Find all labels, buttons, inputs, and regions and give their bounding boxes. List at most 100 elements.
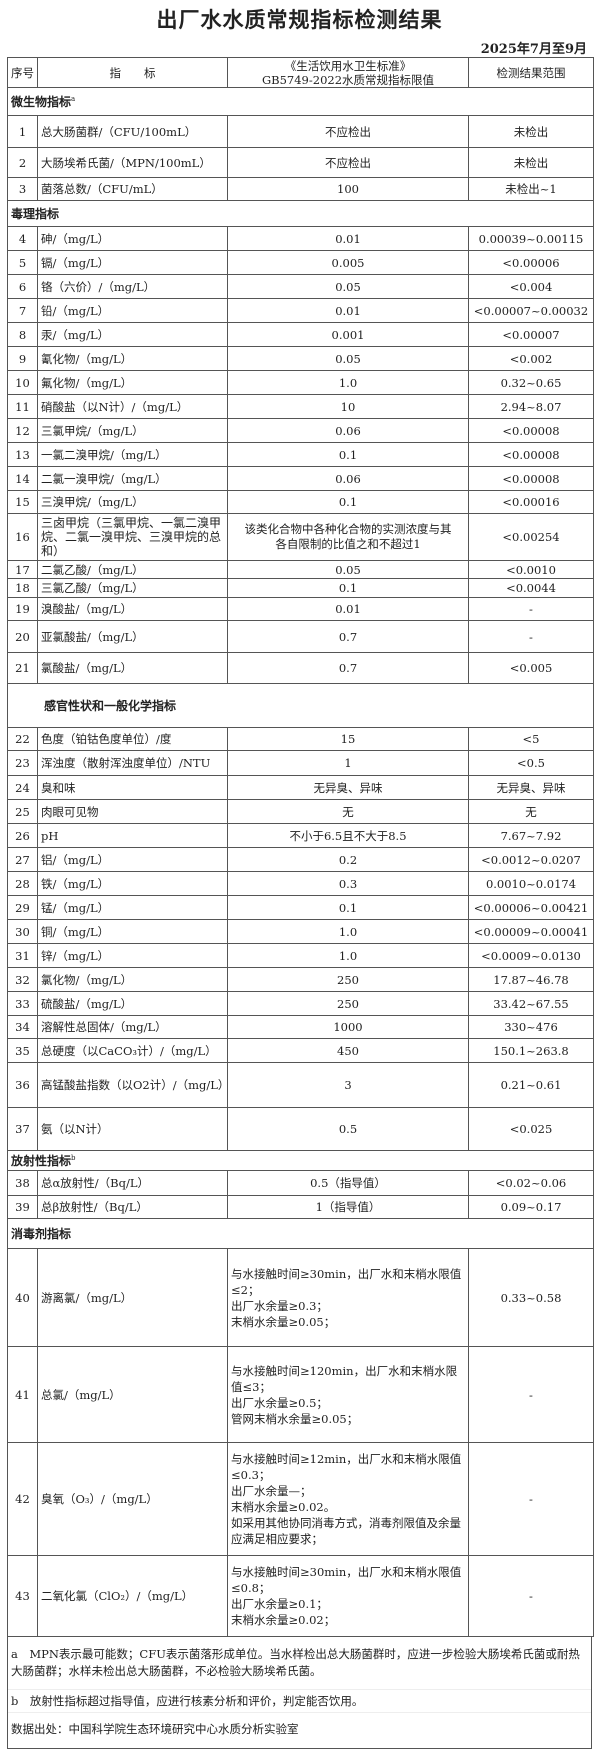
standard-limit: 不应检出 [227, 115, 469, 148]
standard-limit: 0.01 [227, 597, 469, 621]
row-number: 31 [7, 943, 38, 968]
row-number: 8 [7, 322, 38, 347]
standard-limit: 该类化合物中各种化合物的实测浓度与其 各自限制的比值之和不超过1 [227, 513, 469, 561]
result-range: 无 [468, 799, 594, 824]
limit-line: 0.01 [335, 231, 361, 246]
results-table: 序号 指 标 《生活饮用水卫生标准》 GB5749-2022水质常规指标限值 检测… [7, 57, 594, 1637]
limit-line: 0.05 [335, 351, 361, 366]
limit-line: 1000 [333, 1020, 363, 1034]
row-number: 7 [7, 298, 38, 323]
standard-limit: 0.1 [227, 895, 469, 920]
result-range: 0.00039~0.00115 [468, 226, 594, 251]
table-row: 39 总β放射性/（Bq/L） 1（指导值） 0.09~0.17 [7, 1195, 594, 1219]
result-range: - [468, 1346, 594, 1443]
data-source: 数据出处：中国科学院生态环境研究中心水质分析实验室 [11, 1722, 299, 1736]
limit-line: 450 [337, 1043, 359, 1058]
limit-line: 管网末梢水余量≥0.05； [231, 1411, 359, 1426]
limit-line: 0.7 [338, 661, 358, 675]
indicator-name: 氯酸盐/（mg/L） [37, 652, 228, 684]
header-limit: 《生活饮用水卫生标准》 GB5749-2022水质常规指标限值 [227, 57, 469, 88]
result-range: 7.67~7.92 [468, 823, 594, 848]
table-header-row: 序号 指 标 《生活饮用水卫生标准》 GB5749-2022水质常规指标限值 检测… [7, 57, 594, 88]
row-number: 15 [7, 490, 38, 514]
row-number: 43 [7, 1555, 38, 1637]
indicator-name: 游离氯/（mg/L） [37, 1248, 228, 1347]
indicator-name: 浑浊度（散射浑浊度单位）/NTU [37, 750, 228, 776]
row-number: 1 [7, 115, 38, 148]
standard-limit: 1 [227, 750, 469, 776]
limit-line: 0.3 [338, 876, 358, 891]
result-range: <0.00008 [468, 442, 594, 467]
standard-limit: 1（指导值） [227, 1195, 469, 1219]
standard-limit: 0.01 [227, 298, 469, 323]
row-number: 6 [7, 274, 38, 299]
table-row: 35 总硬度（以CaCO₃计）/（mg/L） 450 150.1~263.8 [7, 1038, 594, 1063]
table-row: 5 镉/（mg/L） 0.005 <0.00006 [7, 250, 594, 275]
indicator-name: 氰化物/（mg/L） [37, 346, 228, 371]
standard-limit: 与水接触时间≥30min，出厂水和末梢水限值≤2； 出厂水余量≥0.3； 末梢水余量… [227, 1248, 469, 1347]
result-range: <0.004 [468, 274, 594, 299]
table-row: 12 三氯甲烷/（mg/L） 0.06 <0.00008 [7, 418, 594, 443]
standard-limit: 0.3 [227, 871, 469, 896]
limit-line: 1.0 [338, 948, 358, 963]
row-number: 18 [7, 578, 38, 598]
indicator-name: 三氯乙酸/（mg/L） [37, 578, 228, 598]
standard-limit: 0.05 [227, 346, 469, 371]
table-row: 41 总氯/（mg/L） 与水接触时间≥120min，出厂水和末梢水限值≤3； 出厂水… [7, 1346, 594, 1443]
section-row: 感官性状和一般化学指标 [7, 683, 594, 728]
indicator-name: 砷/（mg/L） [37, 226, 228, 251]
result-range: 未检出 [468, 115, 594, 148]
limit-line: 0.5（指导值） [310, 1176, 386, 1190]
result-range: <0.00008 [468, 466, 594, 491]
section-title-text: 消毒剂指标 [11, 1227, 72, 1241]
result-range: <0.002 [468, 346, 594, 371]
table-row: 43 二氧化氯（ClO₂）/（mg/L） 与水接触时间≥30min，出厂水和末梢水限… [7, 1555, 594, 1637]
limit-line: 0.05 [335, 562, 361, 577]
limit-line: 不小于6.5且不大于8.5 [289, 828, 407, 843]
section-title: 放射性指标b [7, 1150, 594, 1171]
section-title: 消毒剂指标 [7, 1218, 594, 1249]
limit-line: 与水接触时间≥30min，出厂水和末梢水限值≤0.8； [231, 1565, 462, 1595]
limit-line: 各自限制的比值之和不超过1 [275, 537, 421, 551]
section-row: 消毒剂指标 [7, 1218, 594, 1249]
result-range: 150.1~263.8 [468, 1038, 594, 1063]
table-row: 32 氯化物/（mg/L） 250 17.87~46.78 [7, 967, 594, 992]
limit-line: 1 [344, 756, 352, 770]
limit-line: 0.1 [338, 447, 358, 462]
indicator-name: 氨（以N计） [37, 1107, 228, 1151]
footnote-a: a MPN表示最可能数；CFU表示菌落形成单位。当水样检出总大肠菌群时，应进一步… [8, 1636, 591, 1690]
table-row: 33 硫酸盐/（mg/L） 250 33.42~67.55 [7, 991, 594, 1016]
table-row: 8 汞/（mg/L） 0.001 <0.00007 [7, 322, 594, 347]
indicator-name: 溶解性总固体/（mg/L） [37, 1015, 228, 1039]
standard-limit: 0.7 [227, 652, 469, 684]
row-number: 34 [7, 1015, 38, 1039]
table-row: 3 菌落总数/（CFU/mL） 100 未检出~1 [7, 177, 594, 201]
limit-line: 如采用其他协同消毒方式，消毒剂限值及余量应满足相应要求； [231, 1516, 461, 1546]
table-row: 31 锌/（mg/L） 1.0 <0.0009~0.0130 [7, 943, 594, 968]
row-number: 3 [7, 177, 38, 201]
standard-limit: 0.001 [227, 322, 469, 347]
indicator-name: 铬（六价）/（mg/L） [37, 274, 228, 299]
row-number: 35 [7, 1038, 38, 1063]
section-title-text: 放射性指标 [11, 1154, 72, 1168]
result-range: 330~476 [468, 1015, 594, 1039]
standard-limit: 3 [227, 1062, 469, 1108]
limit-line: 不应检出 [325, 155, 371, 170]
standard-limit: 0.5 [227, 1107, 469, 1151]
result-range: 33.42~67.55 [468, 991, 594, 1016]
limit-line: 无 [342, 804, 354, 819]
indicator-name: 臭氧（O₃）/（mg/L） [37, 1442, 228, 1556]
section-title-text: 毒理指标 [11, 207, 60, 221]
indicator-name: 总氯/（mg/L） [37, 1346, 228, 1443]
standard-limit: 0.7 [227, 620, 469, 653]
indicator-name: 三溴甲烷/（mg/L） [37, 490, 228, 514]
limit-line: 无异臭、异味 [313, 780, 383, 795]
row-number: 38 [7, 1170, 38, 1196]
result-range: <0.005 [468, 652, 594, 684]
limit-line: 0.01 [335, 303, 361, 318]
limit-line: 1.0 [338, 924, 358, 939]
footnote-b: b 放射性指标超过指导值，应进行核素分析和评价，判定能否饮用。 [8, 1690, 591, 1713]
result-range: <0.00006~0.00421 [468, 895, 594, 920]
indicator-name: 铁/（mg/L） [37, 871, 228, 896]
indicator-name: 色度（铂钴色度单位）/度 [37, 727, 228, 751]
